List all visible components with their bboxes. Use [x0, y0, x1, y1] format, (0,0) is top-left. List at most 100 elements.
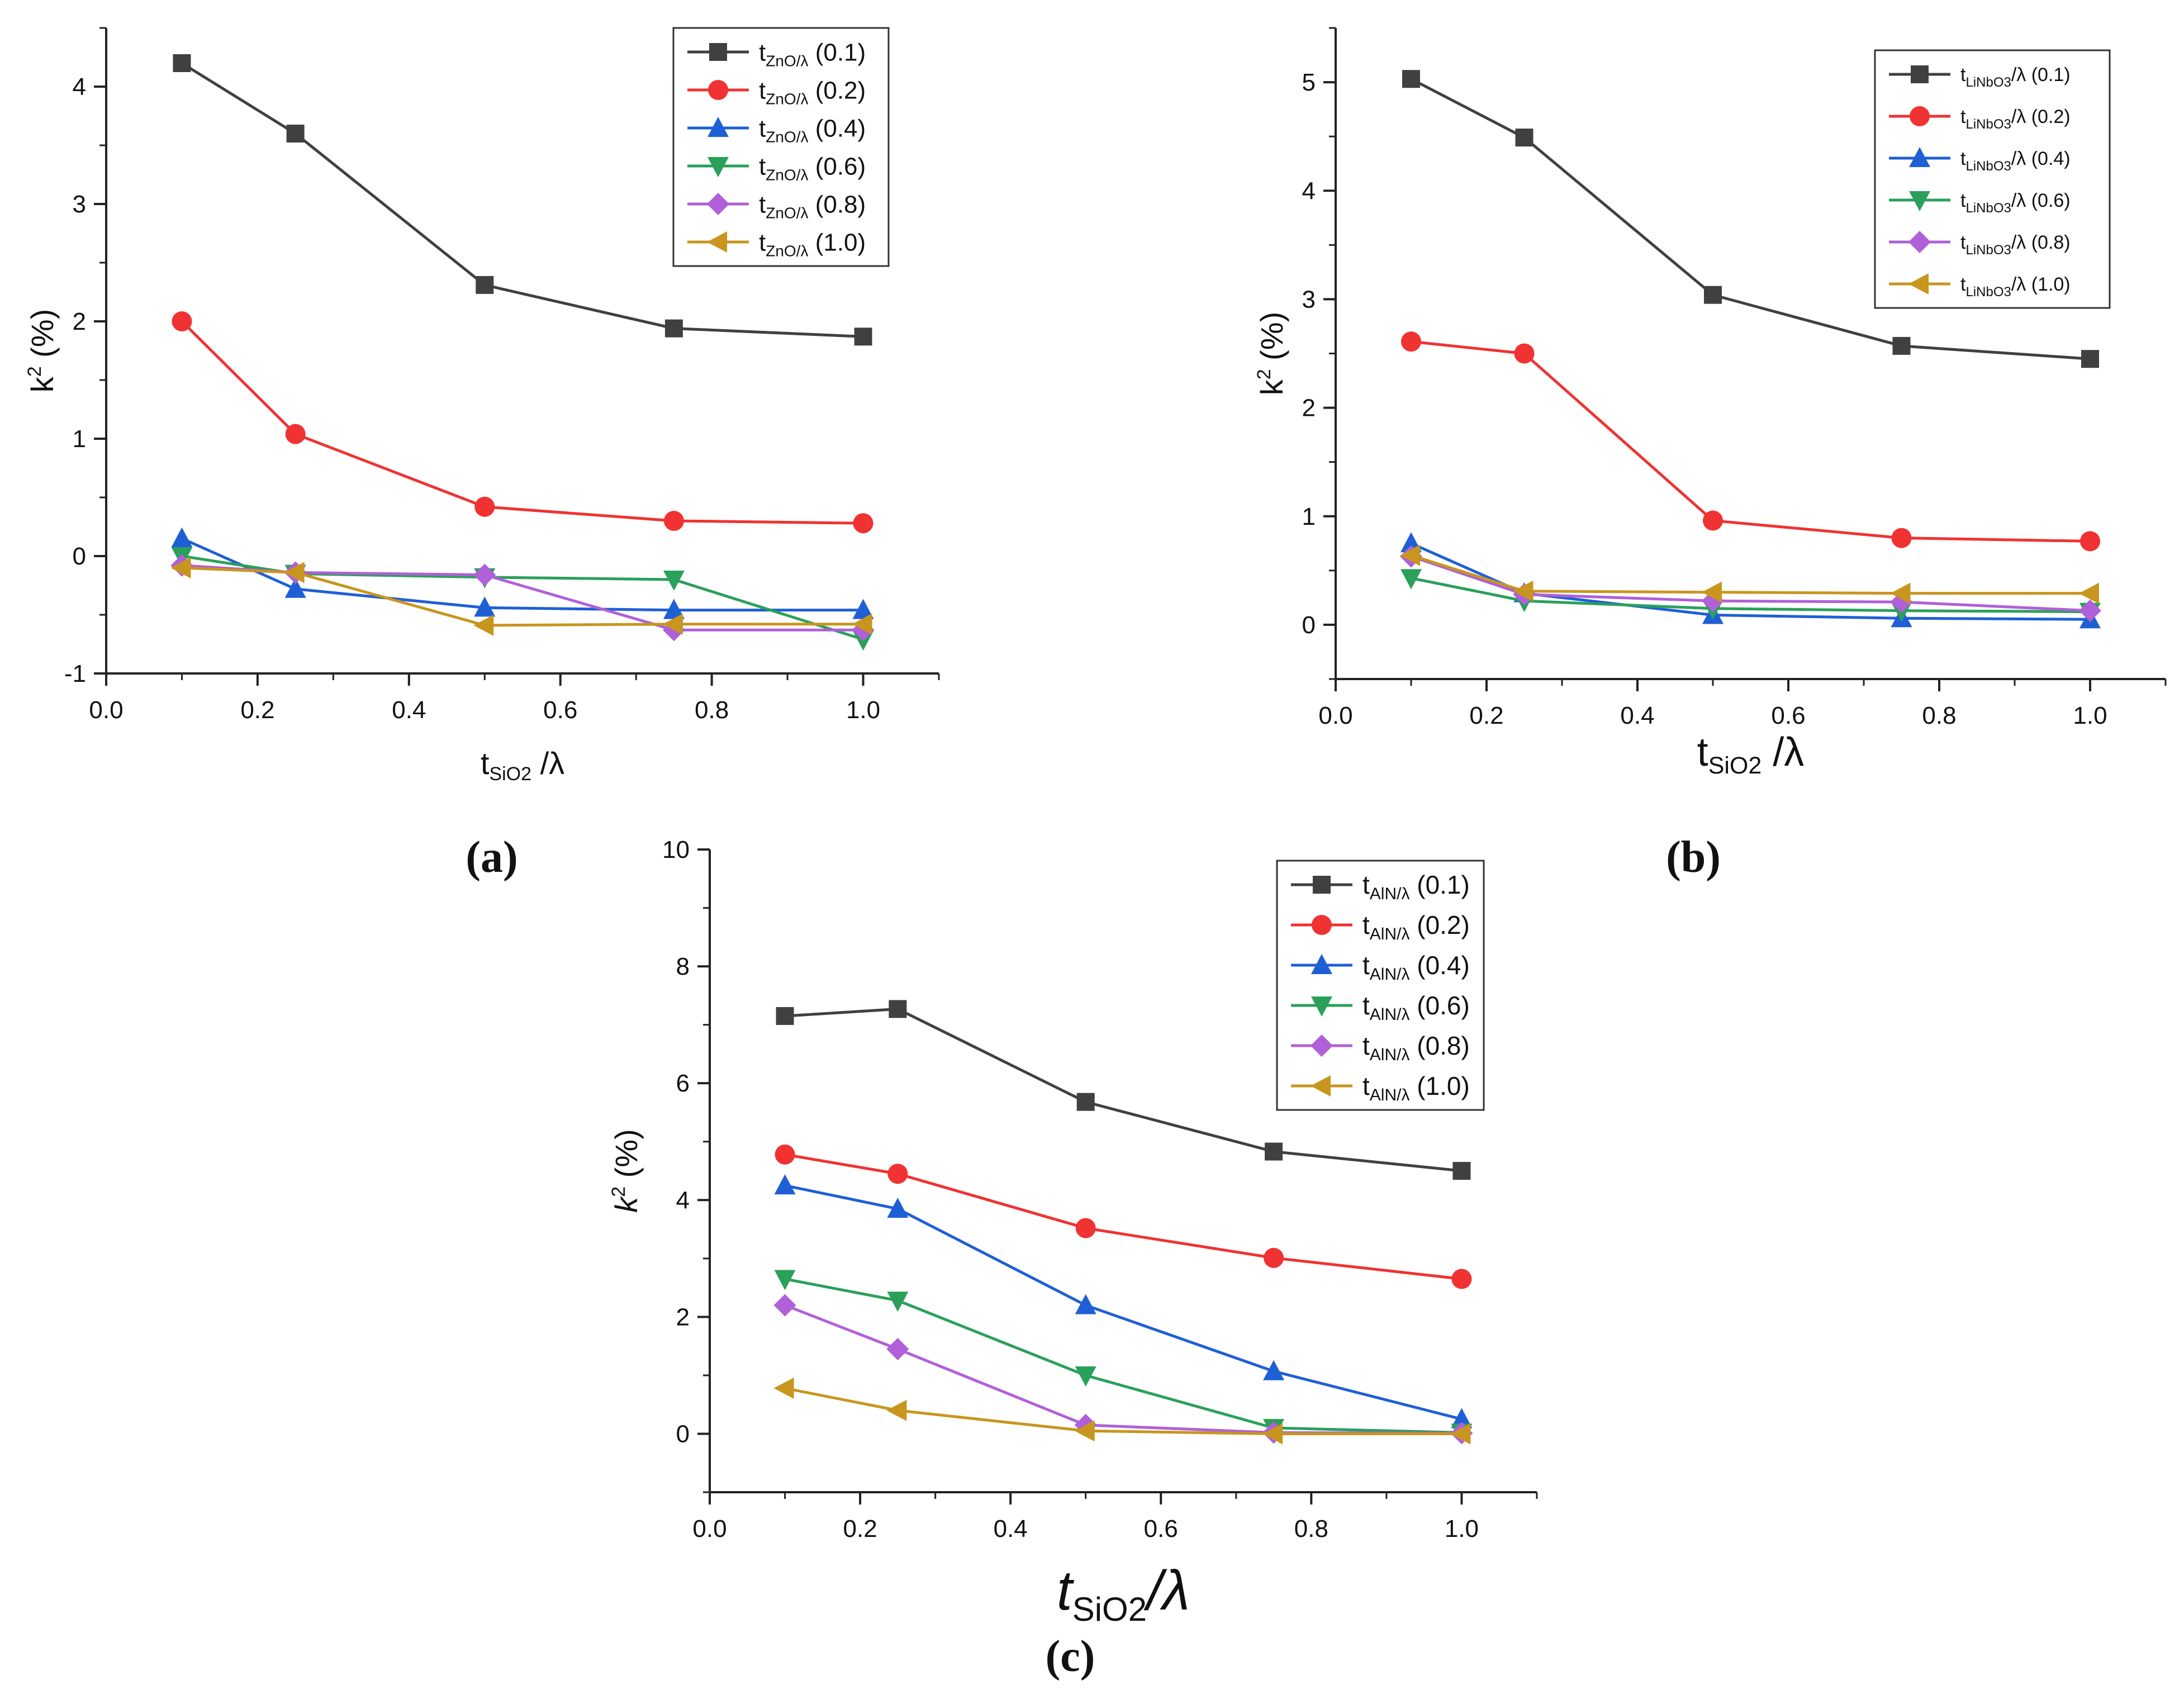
x-tick-label: 0.6 — [1771, 702, 1805, 729]
y-tick-label: 0 — [73, 543, 86, 570]
data-point — [889, 1000, 907, 1018]
legend-item-2: tAlN/λ (0.2) — [1291, 910, 1470, 943]
data-point — [172, 311, 192, 331]
legend-marker — [1313, 876, 1331, 894]
y-tick-label: 10 — [662, 836, 690, 863]
legend-item-5: tAlN/λ (0.8) — [1291, 1031, 1470, 1064]
legend-item-5: tLiNbO3/λ (0.8) — [1889, 231, 2071, 258]
data-point — [1401, 331, 1421, 352]
data-point — [663, 599, 685, 619]
data-point — [1400, 544, 1420, 566]
data-point — [170, 557, 191, 578]
data-point — [1076, 1093, 1095, 1111]
legend-marker — [707, 193, 729, 215]
legend-marker — [1311, 996, 1332, 1017]
legend-label: tZnO/λ (0.1) — [759, 39, 866, 69]
legend-box — [1276, 860, 1485, 1111]
legend-marker — [1311, 1034, 1333, 1057]
y-tick-label: 0 — [676, 1420, 690, 1448]
data-point — [664, 319, 683, 338]
series-5 — [170, 554, 875, 642]
legend-item-4: tLiNbO3/λ (0.6) — [1889, 190, 2071, 216]
legend-marker — [1908, 231, 1931, 253]
data-point — [1074, 1420, 1095, 1442]
legend-marker — [1311, 1075, 1331, 1097]
legend-label: tLiNbO3/λ (1.0) — [1960, 274, 2071, 300]
data-point — [663, 571, 685, 591]
data-point — [2079, 599, 2101, 622]
data-point — [1514, 343, 1535, 364]
series-3 — [171, 527, 874, 619]
legend-label: tLiNbO3/λ (0.6) — [1960, 190, 2071, 216]
legend-label: tAlN/λ (0.2) — [1362, 910, 1470, 943]
y-tick-label: 8 — [676, 953, 690, 980]
y-tick-label: 2 — [676, 1303, 690, 1331]
series-2 — [172, 311, 873, 534]
x-tick-label: 1.0 — [1445, 1515, 1479, 1543]
data-point — [1075, 1294, 1096, 1314]
legend-item-1: tLiNbO3/λ (0.1) — [1889, 64, 2071, 90]
series-1 — [776, 1000, 1471, 1180]
legend-label: tAlN/λ (0.1) — [1362, 870, 1470, 903]
legend: tAlN/λ (0.1) tAlN/λ (0.2) tAlN/λ (0.4) tAlN… — [1276, 860, 1485, 1111]
data-point — [1702, 581, 1722, 603]
data-point — [1451, 1408, 1473, 1429]
data-point — [1704, 286, 1722, 304]
legend: tZnO/λ (0.1) tZnO/λ (0.2) tZnO/λ (0.4) tZnO… — [672, 27, 890, 267]
series-line — [1411, 340, 2091, 543]
y-tick-label: 6 — [676, 1070, 690, 1097]
y-tick-label: 1 — [73, 425, 86, 453]
legend-item-4: tZnO/λ (0.6) — [687, 153, 866, 183]
series-line — [182, 554, 864, 641]
data-point — [1075, 1218, 1096, 1238]
data-point — [1263, 1360, 1285, 1380]
x-tick-label: 0.0 — [1318, 702, 1352, 729]
series-2 — [775, 1144, 1472, 1289]
legend-label: tZnO/λ (0.6) — [759, 153, 866, 183]
data-point — [285, 424, 306, 444]
legend-item-3: tZnO/λ (0.4) — [687, 115, 866, 145]
data-point — [473, 563, 496, 586]
data-point — [1452, 1162, 1471, 1180]
data-point — [1513, 580, 1533, 602]
series-line — [784, 1304, 1462, 1435]
legend-label: tZnO/λ (0.2) — [759, 77, 866, 107]
data-point — [1400, 569, 1422, 590]
data-point — [852, 599, 874, 619]
legend: tLiNbO3/λ (0.1) tLiNbO3/λ (0.2) tLiNbO3/λ … — [1874, 49, 2111, 309]
legend-marker — [709, 43, 727, 61]
series-6 — [773, 1377, 1471, 1445]
series-1 — [1402, 70, 2099, 368]
x-tick-label: 0.4 — [994, 1515, 1028, 1543]
data-point — [474, 496, 495, 517]
series-6 — [1400, 544, 2099, 604]
legend-label: tAlN/λ (1.0) — [1362, 1071, 1470, 1104]
series-4 — [774, 1270, 1473, 1444]
data-point — [473, 614, 494, 636]
y-tick-label: 3 — [73, 191, 86, 218]
legend-marker — [708, 117, 729, 137]
x-tick-label: 0.4 — [1620, 702, 1654, 729]
data-point — [852, 613, 872, 635]
data-point — [1890, 582, 1911, 604]
x-tick-label: 0.2 — [843, 1515, 877, 1543]
y-tick-label: 4 — [73, 73, 86, 101]
legend-item-5: tZnO/λ (0.8) — [687, 191, 866, 221]
y-tick-label: 5 — [1302, 69, 1316, 96]
data-point — [1450, 1423, 1471, 1445]
legend-marker — [708, 80, 728, 100]
series-6 — [170, 557, 872, 636]
legend-marker — [1909, 147, 1930, 167]
legend-marker — [1312, 915, 1332, 935]
legend-label: tAlN/λ (0.6) — [1362, 991, 1470, 1024]
x-tick-label: 0.6 — [1144, 1515, 1178, 1543]
y-axis-title: k2 (%) — [1254, 312, 1289, 396]
y-tick-label: 0 — [1302, 611, 1316, 639]
y-tick-label: 3 — [1302, 286, 1316, 313]
data-point — [773, 1377, 794, 1399]
legend-marker — [1311, 954, 1332, 974]
y-tick-label: 1 — [1302, 503, 1316, 530]
legend-box — [1874, 49, 2111, 309]
x-tick-label: 0.8 — [1294, 1515, 1328, 1543]
